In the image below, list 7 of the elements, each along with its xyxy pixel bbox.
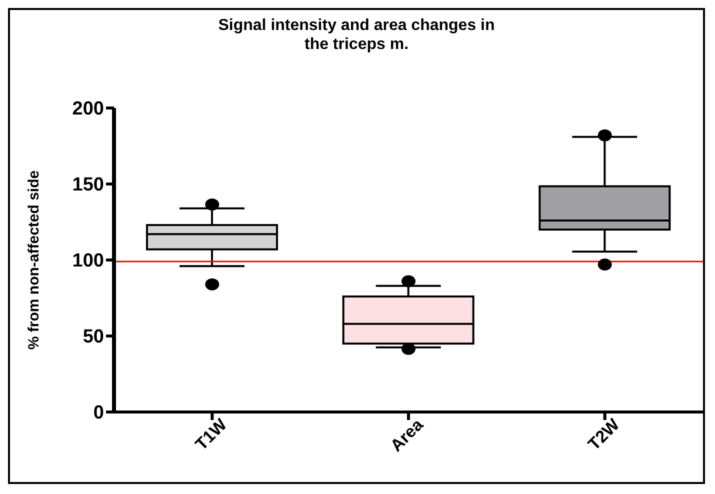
y-tick-label: 200 <box>72 98 104 120</box>
y-tick-label: 50 <box>82 326 104 348</box>
y-tick-label: 150 <box>72 174 104 196</box>
y-axis-title: % from non-affected side <box>25 170 42 350</box>
y-tick-label: 0 <box>93 402 104 424</box>
chart-title: Signal intensity and area changes in the triceps m. <box>217 16 496 54</box>
y-tick-label: 100 <box>72 250 104 272</box>
